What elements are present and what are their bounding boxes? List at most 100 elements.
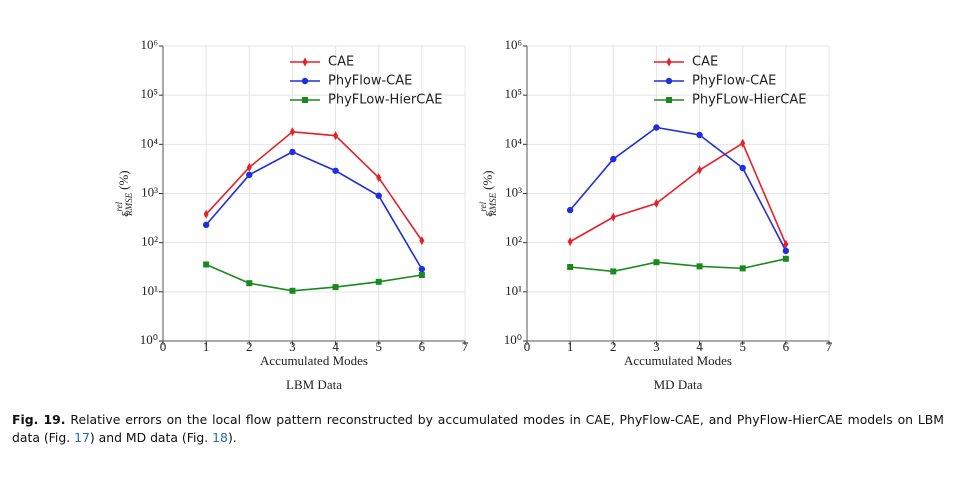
point (289, 148, 296, 156)
y-tick-label: 10² (141, 234, 158, 249)
caption-label: Fig. 19. (12, 412, 66, 427)
caption-ref: 17 (74, 430, 90, 445)
point (783, 239, 789, 249)
x-tick-label: 7 (462, 339, 469, 354)
y-label-symbol: ε (480, 211, 495, 217)
series-line (205, 130, 423, 242)
point (665, 77, 673, 85)
point (375, 192, 382, 199)
point (740, 138, 746, 148)
x-tick-label: 7 (826, 339, 833, 354)
point (203, 261, 210, 268)
point (653, 124, 660, 131)
point (333, 131, 339, 141)
y-axis-label: εrelRMSE (%) (114, 170, 134, 217)
figure-caption: Fig. 19. Relative errors on the local fl… (12, 411, 944, 447)
x-tick-label: 6 (419, 339, 426, 354)
point (301, 77, 309, 85)
series-line (205, 151, 423, 270)
y-label-sup: rel (478, 201, 488, 211)
x-tick-label: 6 (783, 339, 790, 354)
chart: 10⁰ 10¹ 10² 10³ 10⁴ 10⁵ 10⁶ 0 1 2 3 4 5 6 7 Accumulated… (478, 37, 833, 392)
chart: 10⁰ 10¹ 10² 10³ 10⁴ 10⁵ 10⁶ 0 1 2 3 4 5 6 7 Accumulated… (114, 37, 469, 392)
x-axis-label: Accumulated Modes (260, 353, 368, 368)
point (610, 155, 617, 163)
point (697, 165, 703, 175)
y-label-sub: RMSE (488, 192, 498, 216)
x-tick-label: 4 (696, 339, 703, 354)
point (653, 259, 660, 266)
point (376, 173, 382, 183)
y-label-symbol: ε (116, 211, 131, 217)
x-tick-label: 3 (289, 339, 296, 354)
point (418, 265, 426, 273)
y-label-sup: rel (114, 201, 124, 211)
series-line (570, 258, 787, 273)
point (696, 263, 703, 270)
point (332, 284, 339, 291)
y-label-unit: (%) (116, 170, 131, 190)
series-line (205, 263, 422, 292)
y-tick-label: 10¹ (505, 283, 522, 298)
y-label-unit: (%) (480, 170, 495, 190)
point (653, 198, 659, 208)
x-tick-label: 1 (203, 339, 210, 354)
chart-title: MD Data (654, 377, 703, 392)
x-axis-label: Accumulated Modes (624, 353, 732, 368)
point (610, 212, 616, 222)
point (566, 206, 574, 214)
point (289, 127, 295, 137)
caption-ref: 18 (212, 430, 228, 445)
figure: 10⁰ 10¹ 10² 10³ 10⁴ 10⁵ 10⁶ 0 1 2 3 4 5 6 7 Accumulated… (114, 37, 833, 392)
x-tick-label: 3 (653, 339, 660, 354)
y-tick-label: 10⁰ (504, 332, 522, 347)
y-tick-label: 10⁶ (140, 37, 158, 52)
x-tick-label: 0 (524, 339, 531, 354)
x-tick-label: 4 (332, 339, 339, 354)
caption-text: ). (227, 430, 237, 445)
point (666, 97, 672, 103)
legend-label: PhyFLow-HierCAE (692, 93, 806, 108)
caption-text: ) and MD data (Fig. (89, 430, 213, 445)
y-tick-label: 10⁰ (140, 332, 158, 347)
point (666, 57, 672, 67)
series-line (569, 142, 787, 245)
x-tick-label: 2 (246, 339, 253, 354)
point (302, 97, 308, 103)
y-label-sub: RMSE (124, 192, 134, 216)
point (246, 280, 253, 287)
point (782, 255, 789, 262)
chart-title: LBM Data (286, 377, 342, 392)
legend-label: CAE (692, 55, 718, 70)
point (332, 167, 339, 174)
point (246, 171, 253, 179)
x-tick-label: 0 (160, 339, 167, 354)
point (246, 162, 252, 172)
y-tick-label: 10⁴ (504, 135, 522, 150)
point (696, 131, 703, 139)
caption-text: Relative errors on the local flow patter… (12, 412, 944, 445)
point (289, 287, 296, 294)
series-line (569, 126, 787, 252)
y-tick-label: 10¹ (141, 283, 158, 298)
point (739, 265, 746, 272)
y-tick-label: 10³ (505, 184, 522, 199)
legend-label: PhyFlow-CAE (692, 74, 776, 89)
legend-label: PhyFlow-CAE (328, 74, 412, 89)
point (203, 209, 209, 219)
legend-label: PhyFLow-HierCAE (328, 93, 442, 108)
point (419, 236, 425, 246)
x-tick-label: 2 (610, 339, 617, 354)
point (739, 164, 746, 172)
point (202, 221, 210, 229)
y-axis-label: εrelRMSE (%) (478, 170, 498, 217)
x-tick-label: 1 (567, 339, 574, 354)
y-tick-label: 10⁵ (504, 86, 522, 101)
x-tick-label: 5 (739, 339, 746, 354)
point (418, 271, 425, 278)
y-tick-label: 10⁴ (140, 135, 158, 150)
legend-label: CAE (328, 55, 354, 70)
point (567, 237, 573, 247)
x-tick-label: 5 (375, 339, 382, 354)
